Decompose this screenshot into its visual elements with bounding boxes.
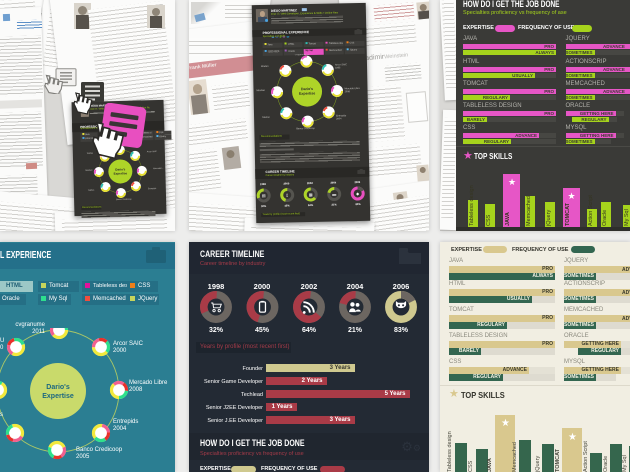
svg-text:Expertise: Expertise <box>299 91 315 95</box>
svg-text:Capgemini Te: Capgemini Te <box>295 53 310 56</box>
svg-text:Telefon: Telefon <box>262 116 270 119</box>
svg-text:2004: 2004 <box>336 117 342 120</box>
svg-text:Mindset: Mindset <box>85 169 93 172</box>
svg-text:Expertise: Expertise <box>42 393 74 400</box>
svg-text:Expertise: Expertise <box>114 171 128 175</box>
svg-text:▬: ▬ <box>332 191 336 196</box>
svg-text:◆: ◆ <box>356 190 360 195</box>
svg-text:Entrepids: Entrepids <box>336 114 347 117</box>
svg-text:Dario's: Dario's <box>301 87 313 91</box>
svg-text:Mercado Libre: Mercado Libre <box>344 87 360 90</box>
svg-text:2008: 2008 <box>345 90 351 93</box>
svg-text:Banco Credicoop: Banco Credicoop <box>296 127 315 130</box>
svg-text:Dario's: Dario's <box>115 167 125 171</box>
svg-text:1995: 1995 <box>335 66 341 69</box>
svg-text:Wadan: Wadan <box>261 65 269 68</box>
svg-text:Entrepids: Entrepids <box>148 187 157 190</box>
svg-text:Mindset: Mindset <box>256 89 265 92</box>
svg-text:Telefon: Telefon <box>88 190 95 192</box>
svg-text:▩: ▩ <box>309 191 313 196</box>
svg-text:▤: ▤ <box>262 192 266 197</box>
svg-text:Mercado L.: Mercado L. <box>153 168 163 170</box>
svg-text:Wadan: Wadan <box>87 153 93 155</box>
svg-text:▯: ▯ <box>286 192 288 197</box>
svg-text:Arcor SAIC: Arcor SAIC <box>147 150 158 153</box>
svg-text:Dario's: Dario's <box>46 384 70 391</box>
svg-text:Banco Credicoop: Banco Credicoop <box>116 199 132 201</box>
svg-text:Arcor SAIC: Arcor SAIC <box>335 63 347 66</box>
